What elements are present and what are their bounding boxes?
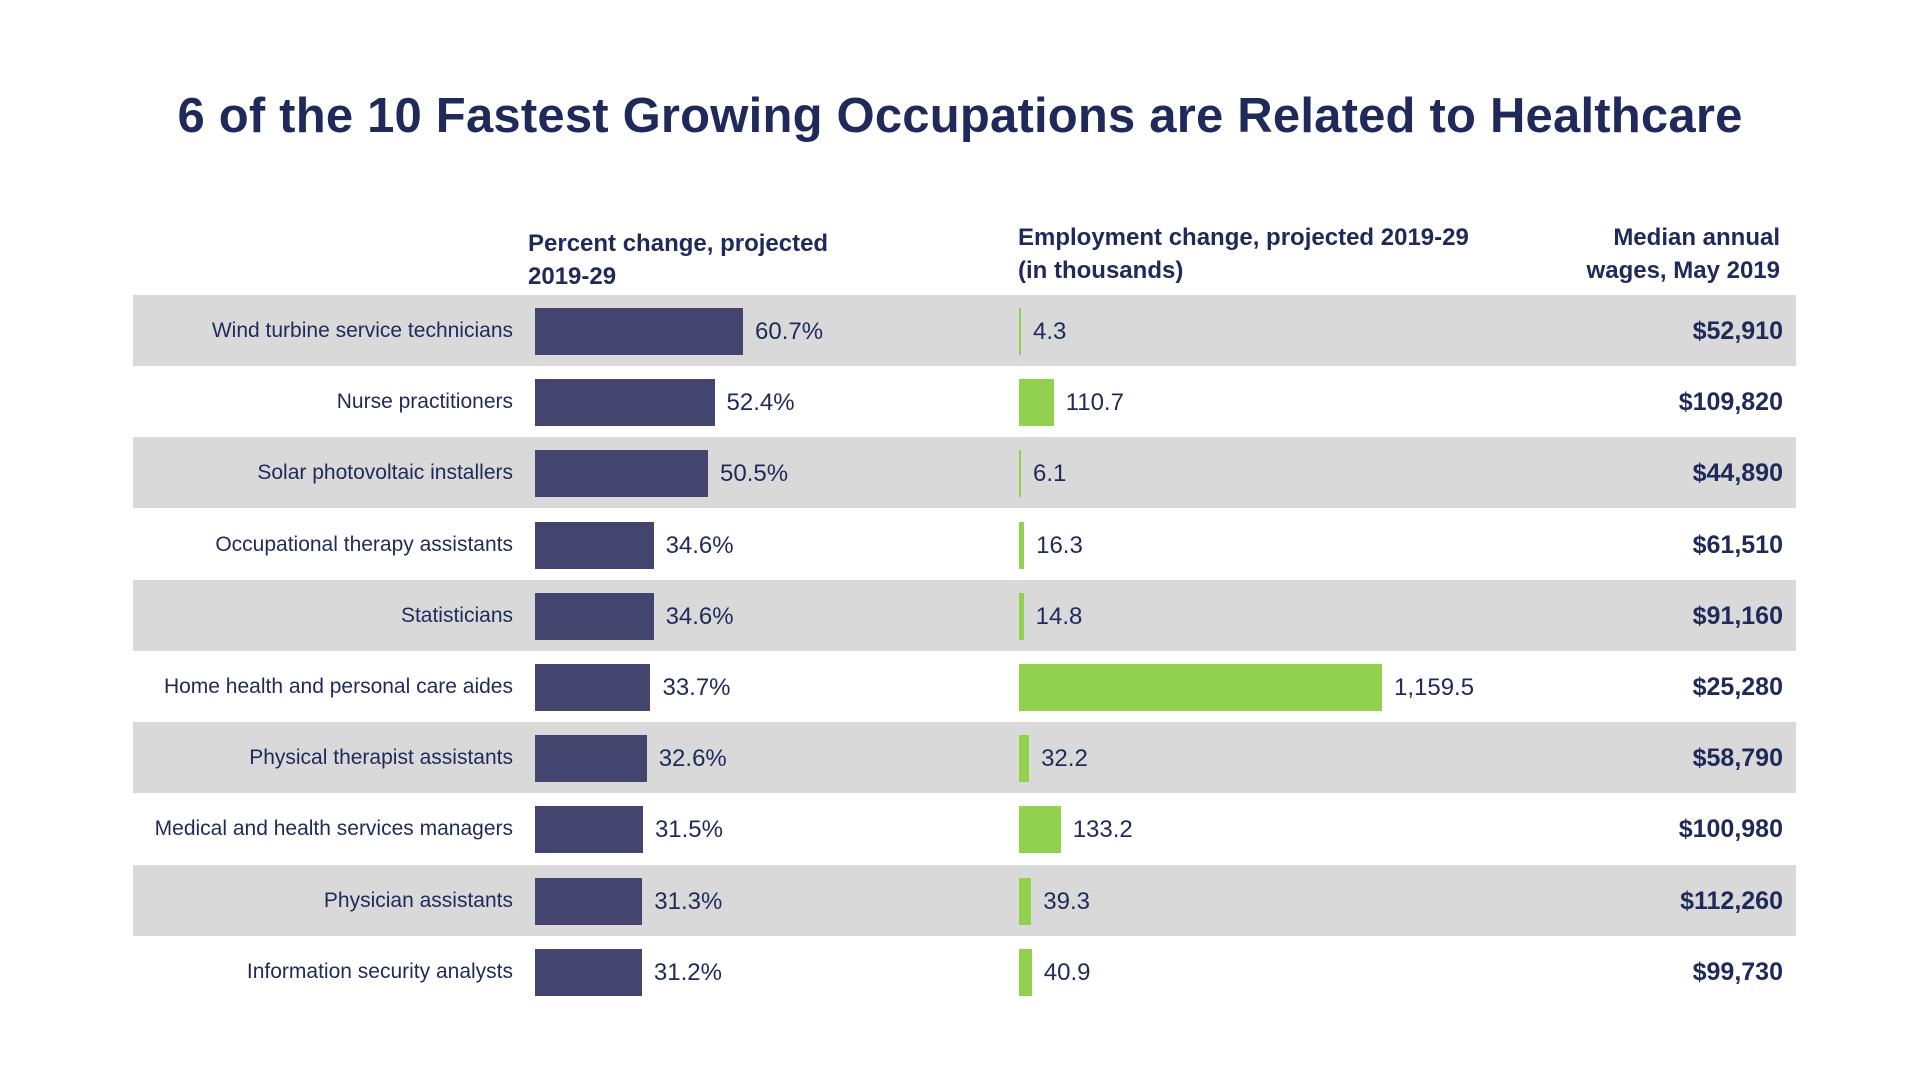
table-row: Medical and health services managers 31.5…	[133, 793, 1796, 864]
percent-change-header-line1: Percent change, projected	[528, 230, 829, 257]
employment-change-label: 16.3	[1036, 531, 1083, 559]
employment-change-bar	[1019, 948, 1032, 996]
median-wages-header-line1: Median annual	[1613, 224, 1780, 251]
median-wages-header-line2: wages, May 2019	[1586, 257, 1780, 284]
percent-change-bar	[535, 592, 654, 640]
employment-change-label: 40.9	[1043, 958, 1091, 986]
employment-change-bar	[1019, 664, 1382, 711]
percent-change-bar	[535, 308, 743, 355]
table-row: Solar photovoltaic installers 50.5% 6.1 $44…	[133, 437, 1796, 509]
employment-change-bar	[1019, 308, 1021, 355]
occupation-label: Nurse practitioners	[336, 390, 513, 414]
employment-change-label: 39.3	[1043, 887, 1091, 915]
employment-change-bar	[1019, 735, 1030, 783]
occupation-label: Home health and personal care aides	[163, 675, 513, 698]
occupation-label: Physician assistants	[323, 888, 513, 912]
median-wage-value: $25,280	[1692, 673, 1783, 701]
percent-change-bar	[535, 877, 643, 925]
occupation-label: Occupational therapy assistants	[215, 532, 513, 556]
median-wage-value: $100,980	[1678, 815, 1783, 844]
occupation-label: Medical and health services managers	[154, 817, 513, 841]
table-row: Home health and personal care aides 33.7%…	[133, 651, 1796, 722]
median-wage-value: $112,260	[1680, 886, 1783, 915]
percent-change-bar	[535, 664, 651, 711]
median-wages-header: Median annual wages, May 2019	[1500, 221, 1780, 287]
percent-change-bar	[535, 806, 643, 854]
table-row: Occupational therapy assistants 34.6% 16.3…	[133, 509, 1796, 580]
employment-change-bar	[1019, 592, 1024, 640]
employment-change-label: 14.8	[1035, 602, 1083, 630]
employment-change-bar	[1019, 521, 1025, 569]
percent-change-label: 60.7%	[755, 318, 824, 345]
employment-change-bar	[1019, 877, 1032, 925]
median-wage-value: $91,160	[1692, 601, 1783, 630]
occupation-label: Wind turbine service technicians	[211, 319, 513, 342]
median-wage-value: $58,790	[1692, 744, 1783, 773]
median-wage-value: $44,890	[1692, 459, 1783, 488]
occupation-label: Solar photovoltaic installers	[257, 461, 513, 485]
median-wage-value: $99,730	[1692, 957, 1783, 986]
chart-title: 6 of the 10 Fastest Growing Occupations …	[177, 89, 1743, 143]
median-wage-value: $52,910	[1692, 317, 1783, 345]
percent-change-label: 32.6%	[658, 745, 727, 773]
employment-change-label: 4.3	[1033, 318, 1067, 345]
table-row: Physical therapist assistants 32.6% 32.2 $5…	[133, 722, 1796, 794]
percent-change-header: Percent change, projected 2019-29	[528, 227, 948, 293]
percent-change-label: 34.6%	[665, 531, 734, 559]
employment-change-header: Employment change, projected 2019-29 (in…	[1018, 221, 1538, 287]
employment-change-header-line1: Employment change, projected 2019-29	[1018, 224, 1469, 251]
percent-change-header-line2: 2019-29	[528, 263, 617, 290]
percent-change-bar	[535, 948, 642, 996]
occupation-label: Information security analysts	[246, 959, 513, 983]
employment-change-bar	[1019, 450, 1021, 498]
table-row: Statisticians 34.6% 14.8 $91,160	[133, 579, 1796, 651]
employment-change-label: 133.2	[1072, 816, 1133, 844]
percent-change-label: 31.3%	[654, 887, 723, 915]
employment-change-label: 1,159.5	[1394, 674, 1475, 701]
percent-change-label: 50.5%	[720, 460, 789, 488]
median-wage-value: $61,510	[1692, 530, 1783, 559]
employment-change-label: 32.2	[1041, 745, 1088, 773]
percent-change-bar	[535, 521, 654, 569]
employment-change-header-line2: (in thousands)	[1018, 257, 1184, 284]
percent-change-label: 34.6%	[665, 602, 734, 630]
occupation-label: Statisticians	[400, 603, 513, 627]
percent-change-label: 31.2%	[653, 958, 722, 986]
percent-change-label: 52.4%	[726, 389, 795, 417]
percent-change-bar	[535, 735, 647, 783]
table-row: Wind turbine service technicians 60.7% 4.3…	[133, 295, 1796, 366]
table-row: Physician assistants 31.3% 39.3 $112,260	[133, 864, 1796, 936]
occupation-label: Physical therapist assistants	[249, 746, 513, 770]
median-wage-value: $109,820	[1678, 388, 1783, 417]
employment-change-label: 6.1	[1033, 460, 1067, 488]
percent-change-label: 33.7%	[662, 674, 731, 701]
percent-change-label: 31.5%	[654, 816, 723, 844]
employment-change-bar	[1019, 379, 1054, 427]
table-row: Information security analysts 31.2% 40.9 $9…	[133, 936, 1796, 1007]
table-row: Nurse practitioners 52.4% 110.7 $109,820	[133, 366, 1796, 437]
percent-change-bar	[535, 450, 709, 498]
employment-change-bar	[1019, 806, 1061, 854]
percent-change-bar	[535, 379, 715, 427]
employment-change-label: 110.7	[1065, 389, 1124, 417]
